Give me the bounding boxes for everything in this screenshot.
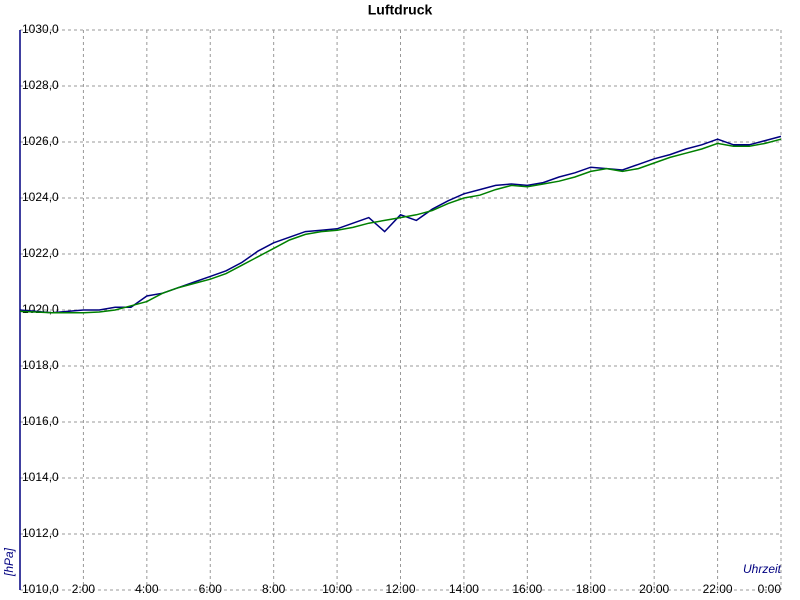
y-tick-label: 1018,0: [22, 358, 59, 372]
series-line: [19, 135, 782, 314]
y-tick-label: 1020,0: [22, 302, 59, 316]
x-tick-label: 12:00: [385, 582, 415, 596]
y-tick-label: 1010,0: [22, 582, 59, 596]
x-tick-label: 6:00: [199, 582, 223, 596]
y-tick-label: 1012,0: [22, 526, 59, 540]
x-tick-label: 0:00: [758, 582, 782, 596]
x-tick-label: 22:00: [703, 582, 733, 596]
x-tick-label: 18:00: [576, 582, 606, 596]
y-tick-label: 1022,0: [22, 246, 59, 260]
x-tick-label: 16:00: [512, 582, 542, 596]
x-axis-label: Uhrzeit: [743, 562, 782, 576]
x-tick-label: 4:00: [135, 582, 159, 596]
x-tick-label: 8:00: [262, 582, 286, 596]
y-tick-label: 1030,0: [22, 22, 59, 36]
x-tick-label: 20:00: [639, 582, 669, 596]
x-tick-label: 10:00: [322, 582, 352, 596]
y-axis-label: [hPa]: [2, 547, 16, 577]
y-tick-label: 1024,0: [22, 190, 59, 204]
series-line: [19, 138, 782, 314]
x-tick-label: 2:00: [72, 582, 96, 596]
y-tick-label: 1016,0: [22, 414, 59, 428]
y-tick-label: 1028,0: [22, 78, 59, 92]
chart-title: Luftdruck: [368, 2, 433, 18]
y-tick-label: 1014,0: [22, 470, 59, 484]
x-tick-label: 14:00: [449, 582, 479, 596]
y-tick-label: 1026,0: [22, 134, 59, 148]
